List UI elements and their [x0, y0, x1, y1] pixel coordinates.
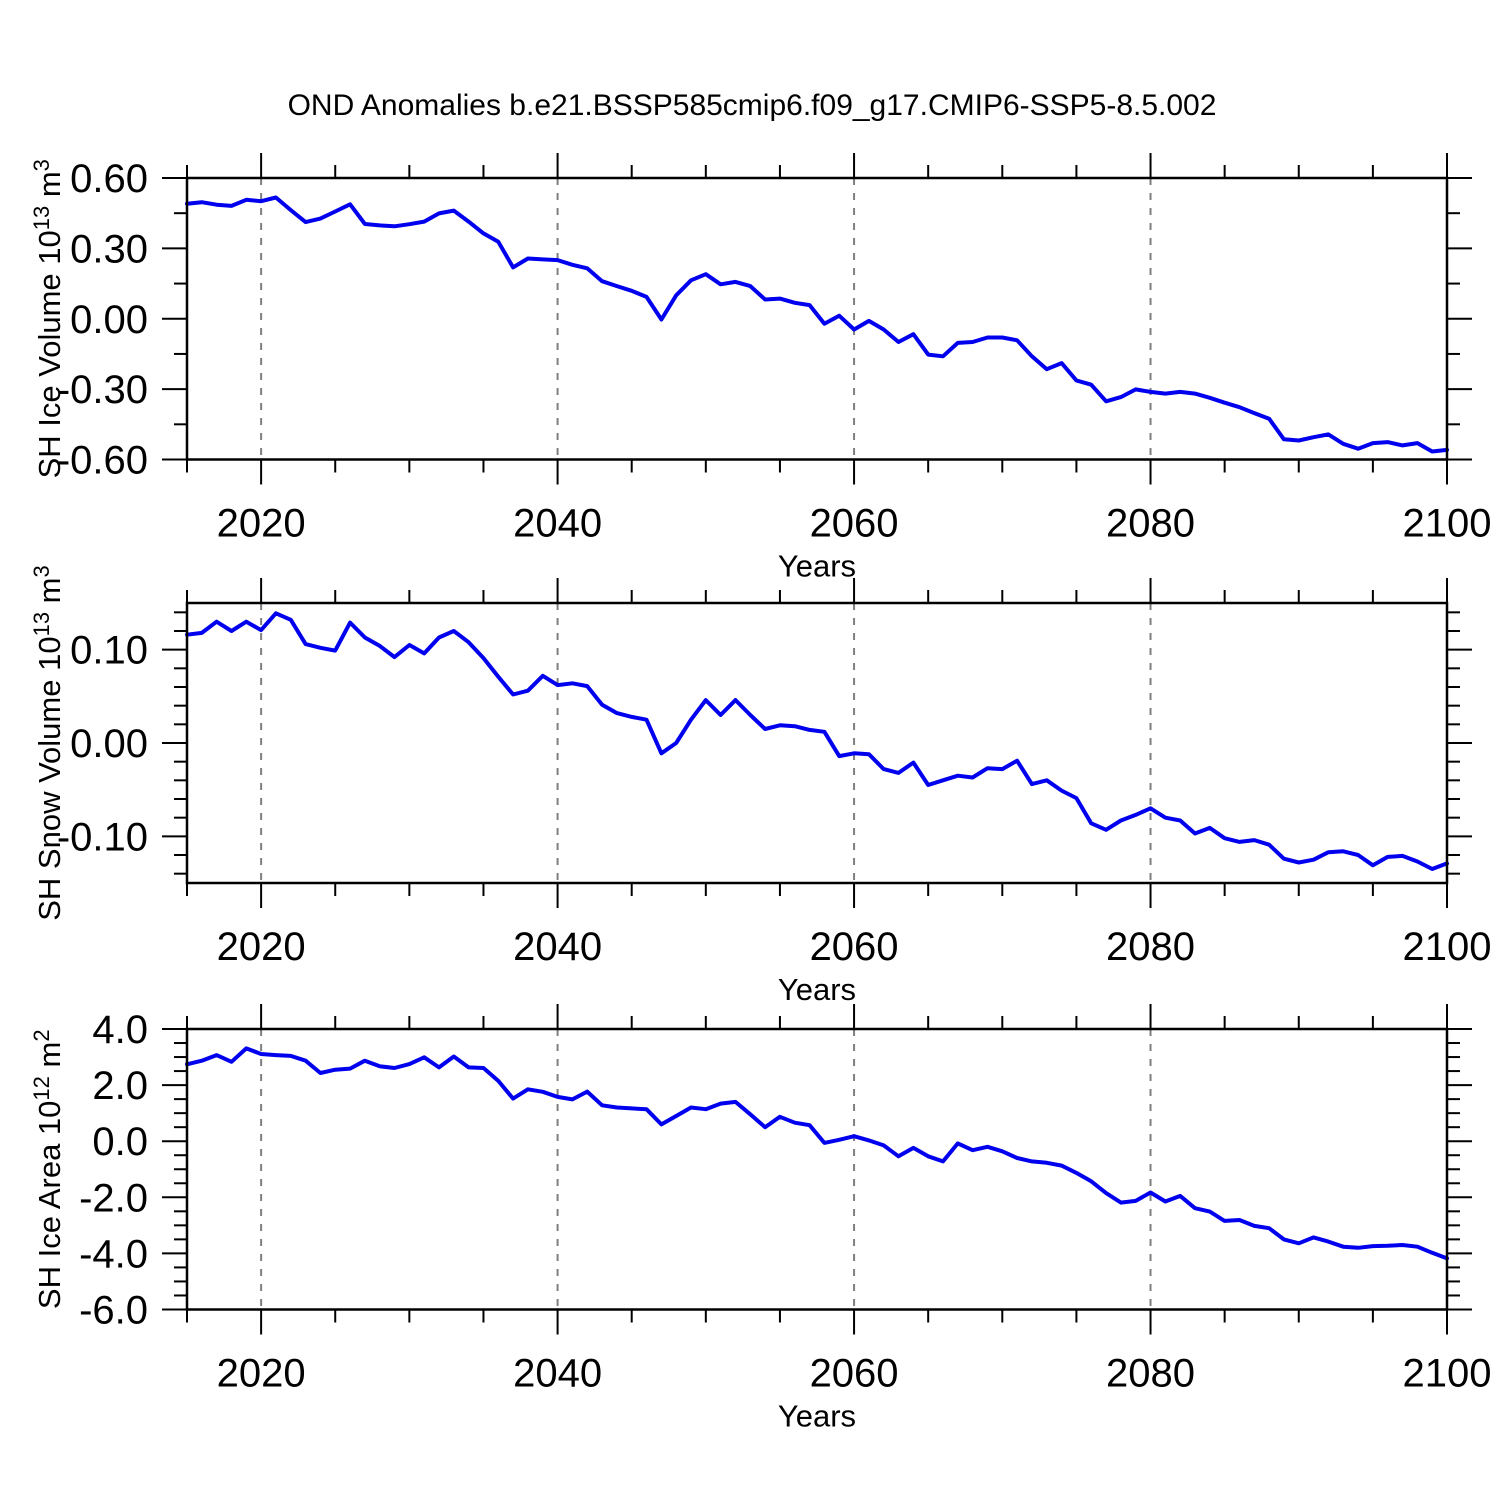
chart-title: OND Anomalies b.e21.BSSP585cmip6.f09_g17… — [288, 89, 1217, 122]
x-tick-label-2020: 2020 — [217, 925, 306, 969]
y-tick-label: 0.00 — [70, 722, 148, 766]
x-tick-label-2040: 2040 — [513, 502, 602, 546]
tick-marks — [162, 153, 1472, 485]
y-tick-label: 4.0 — [92, 1008, 148, 1052]
y-tick-label: 0.0 — [92, 1120, 148, 1164]
x-tick-label-2080: 2080 — [1106, 925, 1195, 969]
y-tick-label: -0.30 — [57, 368, 148, 412]
y-tick-label: -0.10 — [57, 815, 148, 859]
x-tick-label-2060: 2060 — [810, 925, 899, 969]
x-tick-label-2080: 2080 — [1106, 1352, 1195, 1396]
x-tick-label-2100: 2100 — [1403, 1352, 1492, 1396]
tick-marks — [162, 578, 1472, 908]
x-tick-label-2040: 2040 — [513, 925, 602, 969]
y-tick-label: -0.60 — [57, 439, 148, 483]
panels-group: 2020 2040 2060 2080 2100 0.60 0.30 0.00 -0.30 -0.… — [29, 153, 1491, 1434]
y-axis-title-sh-ice-volume: SH Ice Volume 1013 m3 — [29, 159, 67, 478]
x-tick-label-2060: 2060 — [810, 502, 899, 546]
panel-sh-ice-volume: 2020 2040 2060 2080 2100 0.60 0.30 0.00 -0.30 -0.… — [29, 153, 1491, 584]
y-tick-label: -4.0 — [79, 1232, 148, 1276]
y-tick-label: 0.10 — [70, 629, 148, 673]
x-axis-title: Years — [778, 1399, 856, 1434]
y-tick-label: 0.60 — [70, 157, 148, 201]
tick-marks — [162, 1004, 1472, 1335]
y-tick-label: 0.30 — [70, 227, 148, 271]
x-tick-label-2080: 2080 — [1106, 502, 1195, 546]
x-axis-title: Years — [778, 972, 856, 1007]
x-tick-label-2020: 2020 — [217, 1352, 306, 1396]
x-tick-label-2020: 2020 — [217, 502, 306, 546]
panel-sh-ice-area: 2020 2040 2060 2080 2100 4.0 2.0 0.0 -2.0 -4.0 -6.… — [29, 1004, 1491, 1434]
y-axis-title-sh-snow-volume: SH Snow Volume 1013 m3 — [29, 565, 67, 921]
y-tick-label: -6.0 — [79, 1289, 148, 1333]
x-tick-label-2100: 2100 — [1403, 502, 1492, 546]
x-tick-label-2100: 2100 — [1403, 925, 1492, 969]
panel-frame-sh-ice-volume — [185, 176, 1449, 461]
data-line-sh-ice-volume — [185, 195, 1449, 454]
data-line-sh-ice-area — [185, 1046, 1449, 1261]
y-tick-label: -2.0 — [79, 1176, 148, 1220]
y-tick-label: 0.00 — [70, 298, 148, 342]
x-axis-title: Years — [778, 549, 856, 584]
y-tick-label: 2.0 — [92, 1064, 148, 1108]
data-line-sh-snow-volume — [185, 611, 1449, 871]
x-tick-label-2060: 2060 — [810, 1352, 899, 1396]
y-axis-title-sh-ice-area: SH Ice Area 1012 m2 — [29, 1029, 67, 1309]
panel-sh-snow-volume: 2020 2040 2060 2080 2100 0.10 0.00 -0.10 Years SH… — [29, 565, 1491, 1007]
panel-frame-sh-ice-area — [185, 1027, 1449, 1311]
x-tick-label-2040: 2040 — [513, 1352, 602, 1396]
